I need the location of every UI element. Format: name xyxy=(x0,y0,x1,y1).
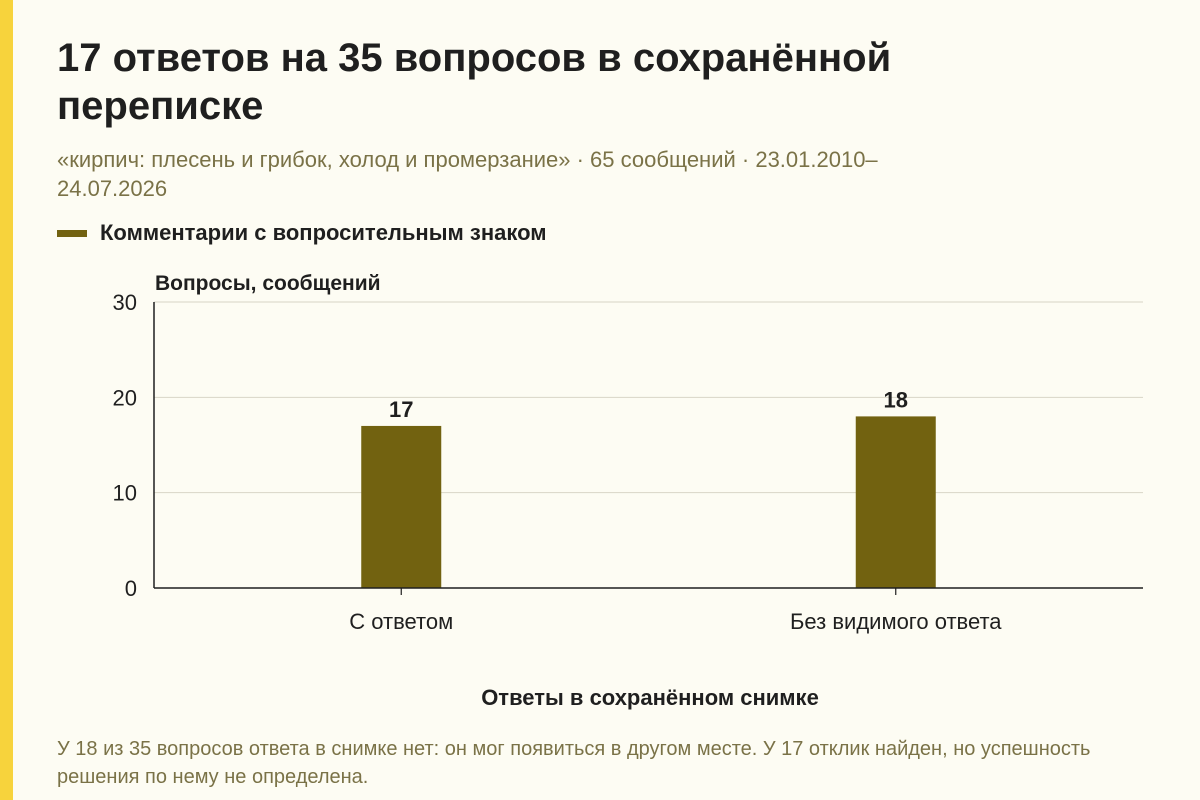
data-label: 17 xyxy=(389,397,413,422)
bar xyxy=(855,416,936,588)
legend-label: Комментарии с вопросительным знаком xyxy=(100,220,547,245)
labels: 0 10 20 30 17 С ответом 18 Без видимого ответа xyxy=(113,290,1003,634)
legend: Комментарии с вопросительным знаком xyxy=(57,218,547,248)
chart-title: 17 ответов на 35 вопросов в сохранённой … xyxy=(57,36,892,128)
y-tick-label: 10 xyxy=(113,481,137,506)
axes xyxy=(153,302,1143,595)
bar xyxy=(361,425,442,588)
y-tick-label: 0 xyxy=(125,576,137,601)
x-tick-label: Без видимого ответа xyxy=(790,609,1002,634)
data-label: 18 xyxy=(884,387,908,412)
y-axis-label: Вопросы, сообщений xyxy=(155,272,381,295)
gridlines xyxy=(154,301,1143,494)
y-tick-label: 20 xyxy=(113,385,137,410)
bars xyxy=(361,416,936,588)
x-axis-label: Ответы в сохранённом снимке xyxy=(481,685,819,710)
chart-subtitle: «кирпич: плесень и грибок, холод и проме… xyxy=(57,147,878,201)
x-tick-label: С ответом xyxy=(349,609,453,634)
accent-bar xyxy=(0,0,13,800)
footnote: У 18 из 35 вопросов ответа в снимке нет:… xyxy=(57,738,1091,788)
y-tick-label: 30 xyxy=(113,290,137,315)
legend-swatch xyxy=(57,229,87,237)
